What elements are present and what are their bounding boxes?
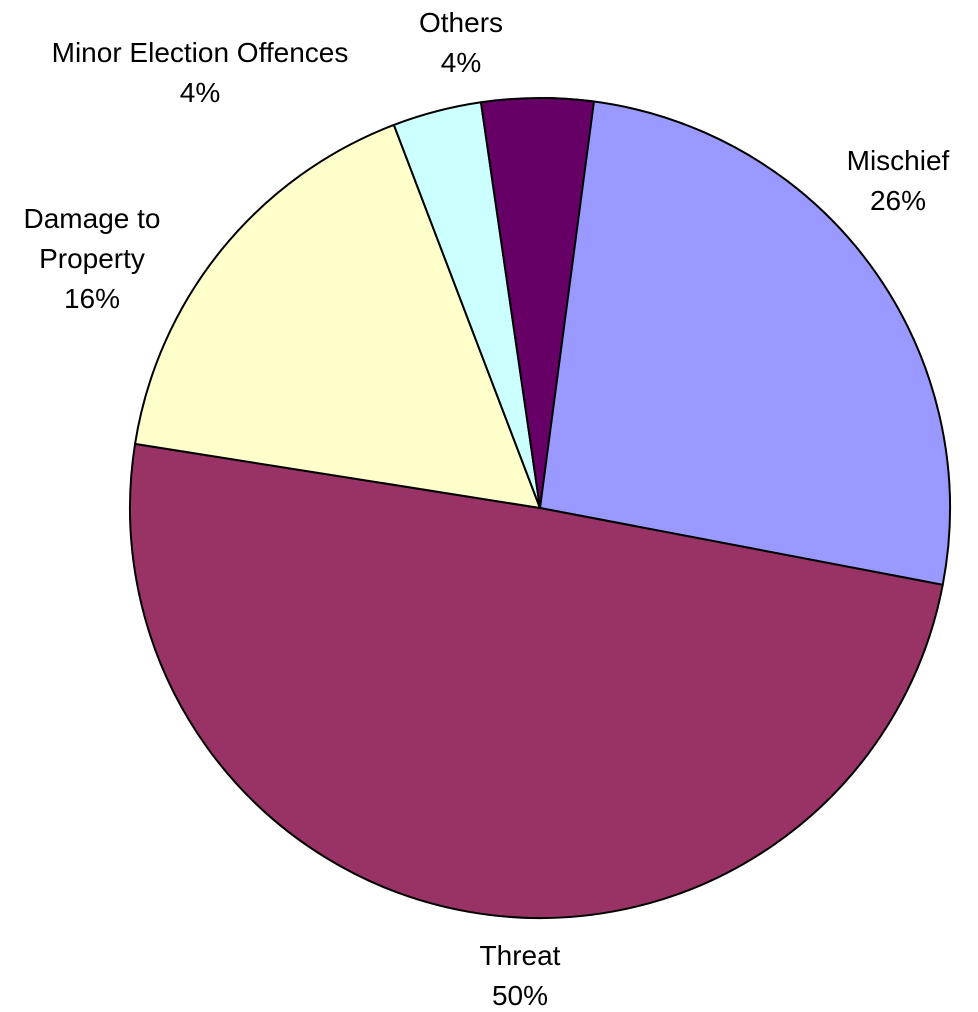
category-label: Minor Election Offences [52,37,349,68]
category-label: Mischief [847,145,950,176]
slice-damage-to-property [134,123,541,509]
pie-slices [129,97,951,920]
percent-label: 50% [492,980,548,1011]
label-damage-to-property: Damage to Property 16% [24,203,161,314]
category-label: Property [39,243,145,274]
category-label: Threat [480,940,561,971]
category-label: Others [419,7,503,38]
slice-others [479,97,595,509]
label-threat: Threat 50% [480,940,561,1011]
category-label: Damage to [24,203,161,234]
label-minor-election-offences: Minor Election Offences 4% [52,37,349,108]
slice-mischief [539,97,951,586]
percent-label: 16% [64,283,120,314]
slice-threat [129,442,944,920]
label-others: Others 4% [419,7,503,78]
percent-label: 4% [441,47,481,78]
percent-label: 26% [870,185,926,216]
label-mischief: Mischief 26% [847,145,950,216]
pie-labels: Mischief 26% Threat 50% Damage to Property 16%… [24,7,950,1011]
percent-label: 4% [180,77,220,108]
